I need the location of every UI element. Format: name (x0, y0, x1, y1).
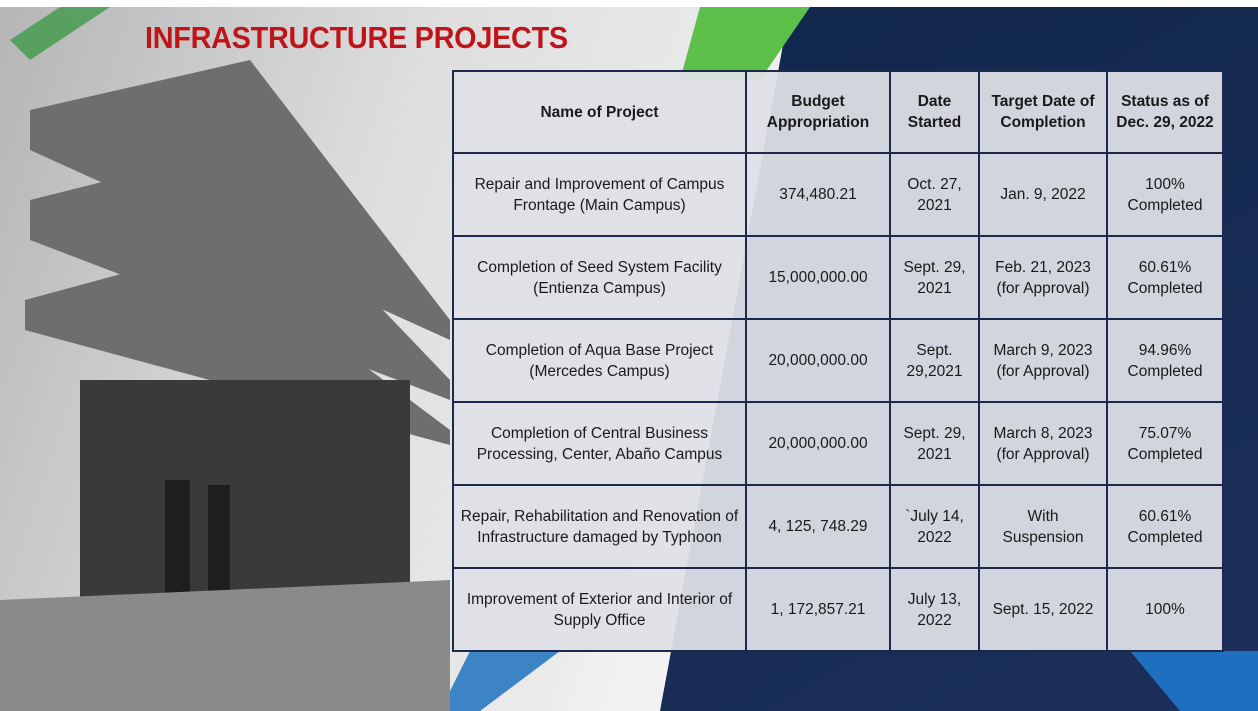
table-cell: March 8, 2023 (for Approval) (978, 401, 1108, 486)
table-cell: Oct. 27, 2021 (889, 152, 980, 237)
table-cell: `July 14, 2022 (889, 484, 980, 569)
table-row: Completion of Seed System Facility (Enti… (452, 235, 1224, 320)
table-row: Completion of Central Business Processin… (452, 401, 1224, 486)
column-header: Budget Appropriation (745, 70, 891, 154)
table-row: Improvement of Exterior and Interior of … (452, 567, 1224, 652)
table-cell: 4, 125, 748.29 (745, 484, 891, 569)
column-header: Status as of Dec. 29, 2022 (1106, 70, 1224, 154)
table-cell: Feb. 21, 2023 (for Approval) (978, 235, 1108, 320)
slide-title: INFRASTRUCTURE PROJECTS (145, 20, 568, 55)
table-cell: 94.96% Completed (1106, 318, 1224, 403)
table-head: Name of Project Budget Appropriation Date … (452, 70, 1224, 154)
table-cell: Sept. 29,2021 (889, 318, 980, 403)
table-cell: 75.07% Completed (1106, 401, 1224, 486)
table-row: Repair and Improvement of Campus Frontag… (452, 152, 1224, 237)
table-cell: Sept. 15, 2022 (978, 567, 1108, 652)
table-cell: 1, 172,857.21 (745, 567, 891, 652)
table-body: Repair and Improvement of Campus Frontag… (452, 152, 1224, 652)
column-header: Date Started (889, 70, 980, 154)
table-cell: 100% Completed (1106, 152, 1224, 237)
table-row: Repair, Rehabilitation and Renovation of… (452, 484, 1224, 569)
table-cell: Improvement of Exterior and Interior of … (452, 567, 747, 652)
table-cell: Sept. 29, 2021 (889, 401, 980, 486)
table-cell: 20,000,000.00 (745, 318, 891, 403)
table-cell: Repair and Improvement of Campus Frontag… (452, 152, 747, 237)
column-header: Target Date of Completion (978, 70, 1108, 154)
header-row: Name of Project Budget Appropriation Date … (452, 70, 1224, 154)
table-cell: March 9, 2023 (for Approval) (978, 318, 1108, 403)
table-cell: Completion of Seed System Facility (Enti… (452, 235, 747, 320)
table-cell: Completion of Aqua Base Project (Mercede… (452, 318, 747, 403)
table-cell: 60.61% Completed (1106, 484, 1224, 569)
column-header: Name of Project (452, 70, 747, 154)
table-cell: Completion of Central Business Processin… (452, 401, 747, 486)
table-cell: 20,000,000.00 (745, 401, 891, 486)
table-cell: With Suspension (978, 484, 1108, 569)
table-cell: 60.61% Completed (1106, 235, 1224, 320)
table-cell: Sept. 29, 2021 (889, 235, 980, 320)
projects-table: Name of Project Budget Appropriation Date … (452, 70, 1224, 652)
table-cell: July 13, 2022 (889, 567, 980, 652)
table-cell: Jan. 9, 2022 (978, 152, 1108, 237)
table-cell: 15,000,000.00 (745, 235, 891, 320)
table-cell: Repair, Rehabilitation and Renovation of… (452, 484, 747, 569)
table-row: Completion of Aqua Base Project (Mercede… (452, 318, 1224, 403)
table-cell: 374,480.21 (745, 152, 891, 237)
table-cell: 100% (1106, 567, 1224, 652)
